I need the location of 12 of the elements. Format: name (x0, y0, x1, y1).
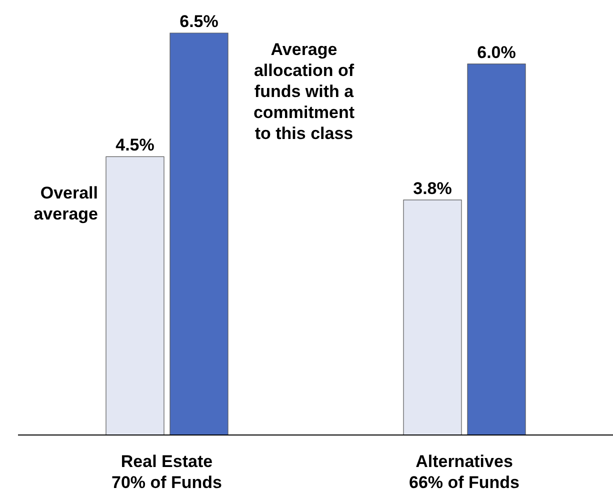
series-label: Overall average (34, 184, 98, 224)
bar (403, 200, 462, 436)
data-label: 6.5% (180, 12, 218, 31)
bar (106, 156, 164, 436)
x-tick-label: Alternatives 66% of Funds (408, 452, 520, 492)
data-label: 3.8% (413, 178, 452, 198)
data-label: 6.0% (477, 42, 516, 62)
series-label: Average allocation of funds with a commitment to this class (253, 40, 355, 143)
data-label: 4.5% (116, 136, 154, 155)
bar (170, 32, 228, 436)
x-tick-label: Real Estate 70% of Funds (111, 452, 222, 492)
bar (467, 64, 526, 436)
